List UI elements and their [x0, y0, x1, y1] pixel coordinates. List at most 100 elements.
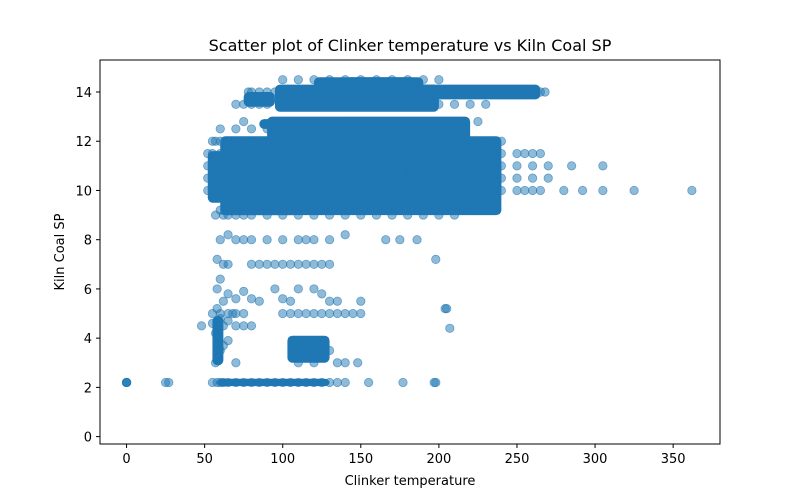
data-point [231, 210, 241, 220]
data-point [449, 124, 460, 134]
x-axis-label: Clinker temperature [345, 474, 476, 489]
data-point [309, 173, 319, 183]
data-point [332, 358, 342, 368]
data-point [278, 235, 288, 245]
data-point [246, 259, 257, 269]
data-point [418, 75, 428, 85]
data-point [223, 210, 233, 220]
data-point [324, 235, 335, 245]
data-point [387, 124, 397, 134]
data-point [215, 173, 225, 183]
data-point [465, 148, 475, 159]
data-point [481, 99, 491, 109]
data-point [246, 210, 257, 220]
data-point [285, 296, 296, 306]
data-point [403, 75, 413, 85]
data-point [285, 259, 296, 269]
data-point [387, 185, 397, 196]
data-point [449, 136, 460, 146]
data-point [324, 75, 335, 85]
x-tick-label: 150 [348, 452, 373, 467]
data-point [317, 289, 327, 299]
data-point [395, 235, 405, 245]
data-point [246, 173, 257, 183]
data-point [418, 185, 428, 196]
data-point [262, 124, 272, 134]
data-point [309, 284, 319, 294]
data-point [324, 136, 335, 146]
data-point [418, 124, 428, 134]
data-point [340, 124, 350, 134]
data-point [293, 308, 303, 319]
data-point [496, 173, 506, 183]
data-point [246, 377, 257, 388]
data-point [356, 173, 366, 183]
data-point [431, 254, 441, 264]
data-point [496, 136, 506, 146]
data-point [356, 124, 366, 134]
data-point [324, 99, 335, 109]
data-point [434, 185, 444, 196]
y-axis: 0 2 4 6 8 10 12 14 [75, 86, 100, 446]
data-point [340, 230, 350, 240]
data-point [449, 148, 460, 159]
data-point [371, 136, 382, 146]
data-point [434, 148, 444, 159]
data-point [324, 185, 335, 196]
data-point [434, 124, 444, 134]
data-point [356, 161, 366, 171]
y-tick-label: 6 [84, 283, 92, 298]
data-point [246, 99, 257, 109]
data-point [520, 185, 530, 196]
data-point [254, 377, 264, 388]
y-axis-label: Kiln Coal SP [53, 213, 68, 290]
data-point [207, 161, 218, 171]
data-point [449, 185, 460, 196]
data-point [371, 185, 382, 196]
data-point [278, 210, 288, 220]
data-point [293, 259, 303, 269]
data-point [356, 185, 366, 196]
data-point [445, 323, 455, 333]
data-point [121, 377, 132, 388]
data-point [309, 259, 319, 269]
data-point [309, 124, 319, 134]
data-point [215, 136, 225, 146]
data-point [457, 203, 467, 213]
data-point [403, 173, 413, 183]
data-point [239, 286, 249, 296]
y-tick-label: 2 [84, 381, 92, 396]
data-point [449, 173, 460, 183]
data-point [231, 377, 241, 388]
data-point [246, 294, 257, 304]
data-point [207, 148, 218, 159]
data-point [223, 377, 233, 388]
data-point [340, 148, 350, 159]
data-point [418, 173, 428, 183]
data-point [293, 235, 303, 245]
data-point [340, 308, 350, 319]
data-point [348, 308, 358, 319]
data-point [262, 87, 272, 97]
data-point [465, 173, 475, 183]
data-point [278, 136, 288, 146]
data-point [262, 161, 272, 171]
data-point [309, 148, 319, 159]
data-point [356, 210, 366, 220]
data-point [434, 173, 444, 183]
data-point [278, 294, 288, 304]
data-point [215, 124, 225, 134]
data-point [418, 99, 428, 109]
data-point [270, 259, 280, 269]
data-point [403, 136, 413, 146]
data-point [293, 377, 303, 388]
data-point [387, 136, 397, 146]
data-point [364, 377, 374, 388]
data-point [324, 296, 335, 306]
data-point [387, 173, 397, 183]
data-point [527, 148, 538, 159]
data-point [278, 75, 288, 85]
data-point [371, 124, 382, 134]
data-point [239, 321, 249, 331]
